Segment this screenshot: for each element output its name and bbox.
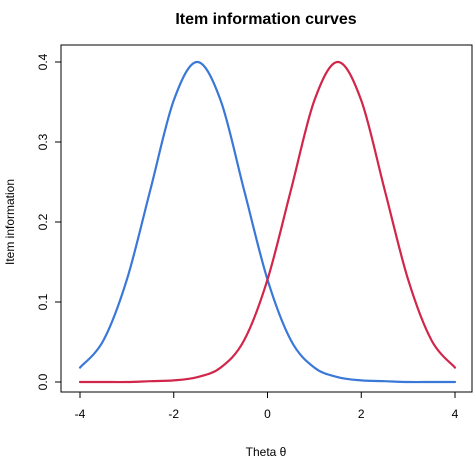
x-axis-label: Theta θ (246, 445, 287, 459)
y-tick-label: 0.1 (36, 293, 50, 310)
x-axis: -4 -2 0 2 4 (75, 391, 459, 421)
y-tick-label: 0.3 (36, 133, 50, 150)
y-tick-label: 0.4 (36, 53, 50, 70)
y-tick-label: 0.0 (36, 373, 50, 390)
x-tick-label: 2 (358, 407, 365, 421)
x-tick-label: -4 (75, 407, 86, 421)
y-axis: 0.0 0.1 0.2 0.3 0.4 (36, 53, 62, 390)
y-tick-label: 0.2 (36, 213, 50, 230)
chart-title: Item information curves (175, 11, 356, 28)
series-layer (78, 60, 457, 384)
x-tick-label: 0 (264, 407, 271, 421)
series-line-blue (78, 60, 457, 384)
x-tick-label: 4 (452, 407, 459, 421)
series-line-red (78, 60, 457, 384)
x-tick-label: -2 (168, 407, 179, 421)
plot-frame (60, 44, 473, 393)
y-axis-label: Item information (3, 179, 17, 265)
